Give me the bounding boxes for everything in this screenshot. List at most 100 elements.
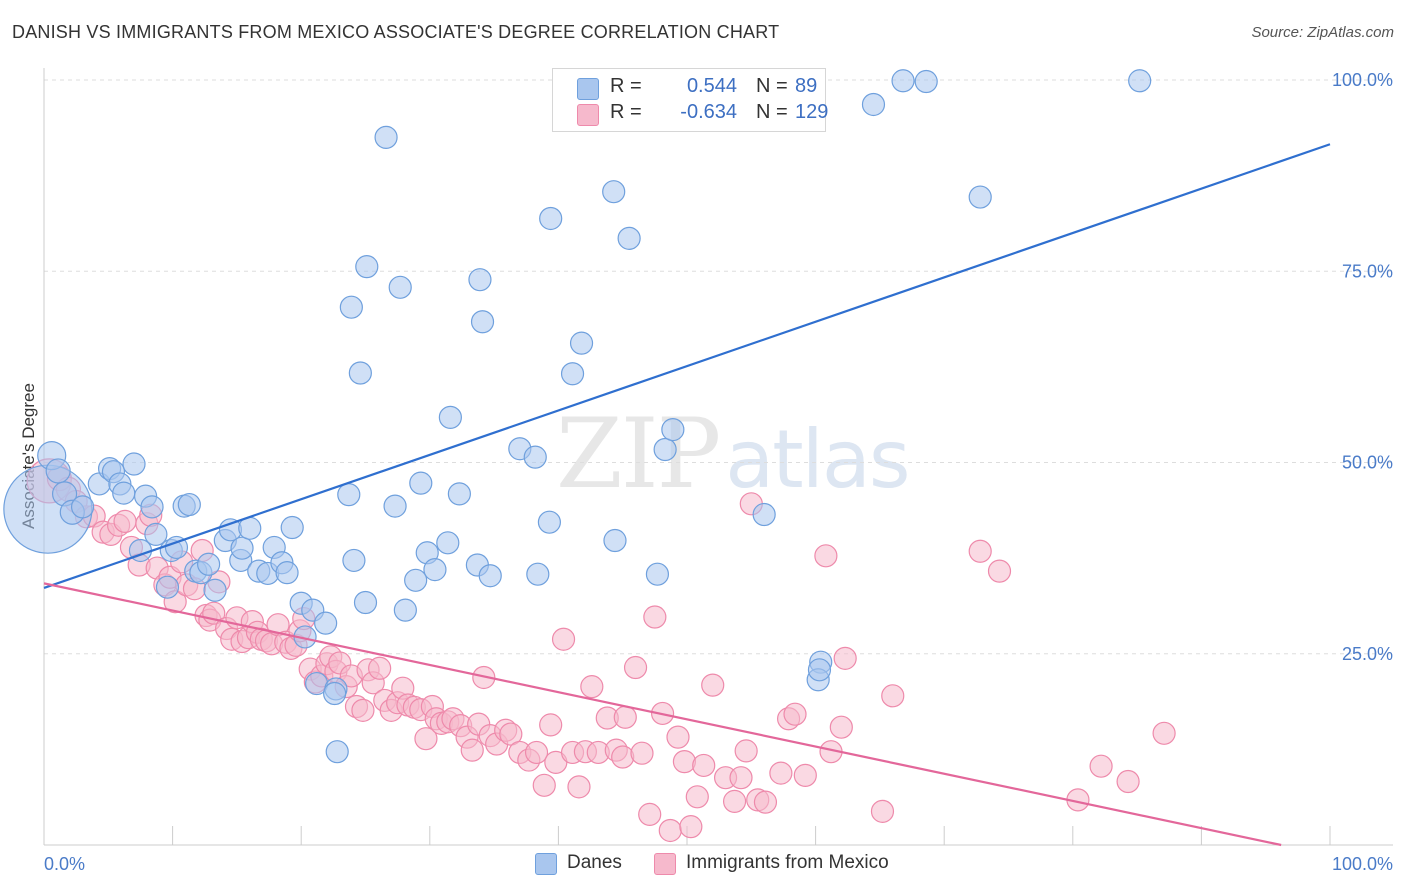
danes-point (374, 125, 398, 149)
danes-point (603, 528, 627, 553)
mexico-point (643, 605, 667, 629)
mexico-point (532, 773, 556, 797)
danes-point (447, 482, 471, 506)
danes-point (339, 295, 363, 319)
mexico-point (460, 738, 484, 762)
danes-point (617, 226, 641, 250)
mexico-point (113, 509, 137, 534)
mexico-point (672, 750, 697, 774)
danes-point (891, 69, 915, 93)
danes-point (314, 611, 338, 635)
danes-point (539, 206, 563, 231)
danes-point (388, 275, 412, 299)
mexico-point (613, 705, 637, 729)
danes-point (470, 310, 495, 334)
mexico-point (881, 684, 905, 708)
danes-trend-line (43, 143, 1331, 589)
danes-point (337, 483, 361, 507)
danes-point (914, 69, 938, 94)
watermark-zip: ZIP (556, 398, 721, 510)
mexico-point (539, 713, 563, 737)
danes-point (1128, 69, 1152, 93)
y-tick-label: 100.0% (1332, 70, 1393, 90)
mexico-point (567, 775, 591, 799)
danes-point (323, 681, 347, 706)
danes-point (661, 418, 685, 442)
danes-point (70, 495, 95, 519)
mexico-point (829, 715, 853, 739)
legend-swatch-mexico (577, 104, 599, 126)
danes-point (645, 562, 670, 586)
legend-n-value: 89 (795, 75, 818, 97)
legend-n-label: N = (756, 101, 788, 123)
danes-point (280, 515, 304, 540)
watermark-atlas: atlas (725, 413, 910, 506)
danes-point (468, 268, 492, 292)
mexico-point (870, 799, 895, 823)
danes-point (155, 575, 180, 599)
danes-point (752, 502, 776, 527)
danes-point (203, 578, 227, 602)
mexico-point (814, 544, 838, 568)
danes-point (393, 598, 417, 622)
danes-point (112, 481, 136, 505)
correlation-legend: R = 0.544 N = 89 R = -0.634 N = 129 (552, 68, 828, 132)
danes-point (342, 548, 366, 573)
mexico-point (833, 646, 857, 670)
y-tick-label: 50.0% (1342, 453, 1393, 473)
legend-r-label: R = (610, 101, 642, 123)
y-tick-label: 75.0% (1342, 261, 1393, 281)
danes-point (355, 255, 379, 279)
mexico-point (580, 675, 604, 699)
mexico-point (679, 815, 703, 839)
danes-point (968, 185, 992, 209)
mexico-point (1152, 721, 1176, 745)
mexico-point (769, 761, 793, 785)
bottom-legend-swatch-danes (535, 853, 557, 875)
danes-point (45, 458, 71, 484)
danes-point (436, 531, 460, 555)
bottom-legend-swatch-mexico (654, 853, 676, 875)
mexico-point (1116, 769, 1140, 794)
mexico-point (658, 818, 682, 843)
danes-point (348, 361, 372, 385)
danes-point (404, 568, 428, 592)
mexico-point (351, 698, 375, 722)
legend-r-value: 0.544 (686, 75, 737, 97)
danes-point (526, 562, 550, 586)
danes-point (478, 564, 502, 588)
source-label: Source: ZipAtlas.com (1251, 24, 1394, 41)
mexico-point (1089, 754, 1113, 778)
mexico-point (701, 673, 725, 697)
y-tick-label: 25.0% (1342, 644, 1393, 664)
danes-point (177, 492, 201, 517)
legend-n-value: 129 (795, 101, 829, 123)
danes-point (560, 362, 585, 386)
legend-r-value: -0.634 (680, 101, 737, 123)
legend-n-label: N = (756, 75, 788, 97)
mexico-point (368, 656, 392, 680)
mexico-point (968, 539, 992, 563)
mexico-point (793, 763, 817, 787)
watermark: ZIPatlas (556, 398, 911, 510)
danes-point (537, 510, 561, 534)
mexico-point (623, 655, 648, 680)
mexico-point (692, 753, 716, 778)
danes-point (122, 452, 146, 476)
danes-point (164, 535, 189, 560)
danes-point (602, 180, 626, 204)
danes-point (438, 405, 462, 429)
mexico-point (729, 766, 753, 790)
danes-point (275, 561, 299, 585)
mexico-point (499, 722, 523, 746)
bottom-legend-label-danes: Danes (567, 852, 622, 873)
mexico-point (611, 745, 635, 769)
danes-point (653, 437, 677, 462)
mexico-point (987, 559, 1012, 583)
mexico-point (753, 790, 778, 814)
danes-point (383, 494, 407, 518)
danes-point (144, 522, 168, 547)
danes-point (861, 92, 886, 117)
danes-point (140, 495, 164, 519)
